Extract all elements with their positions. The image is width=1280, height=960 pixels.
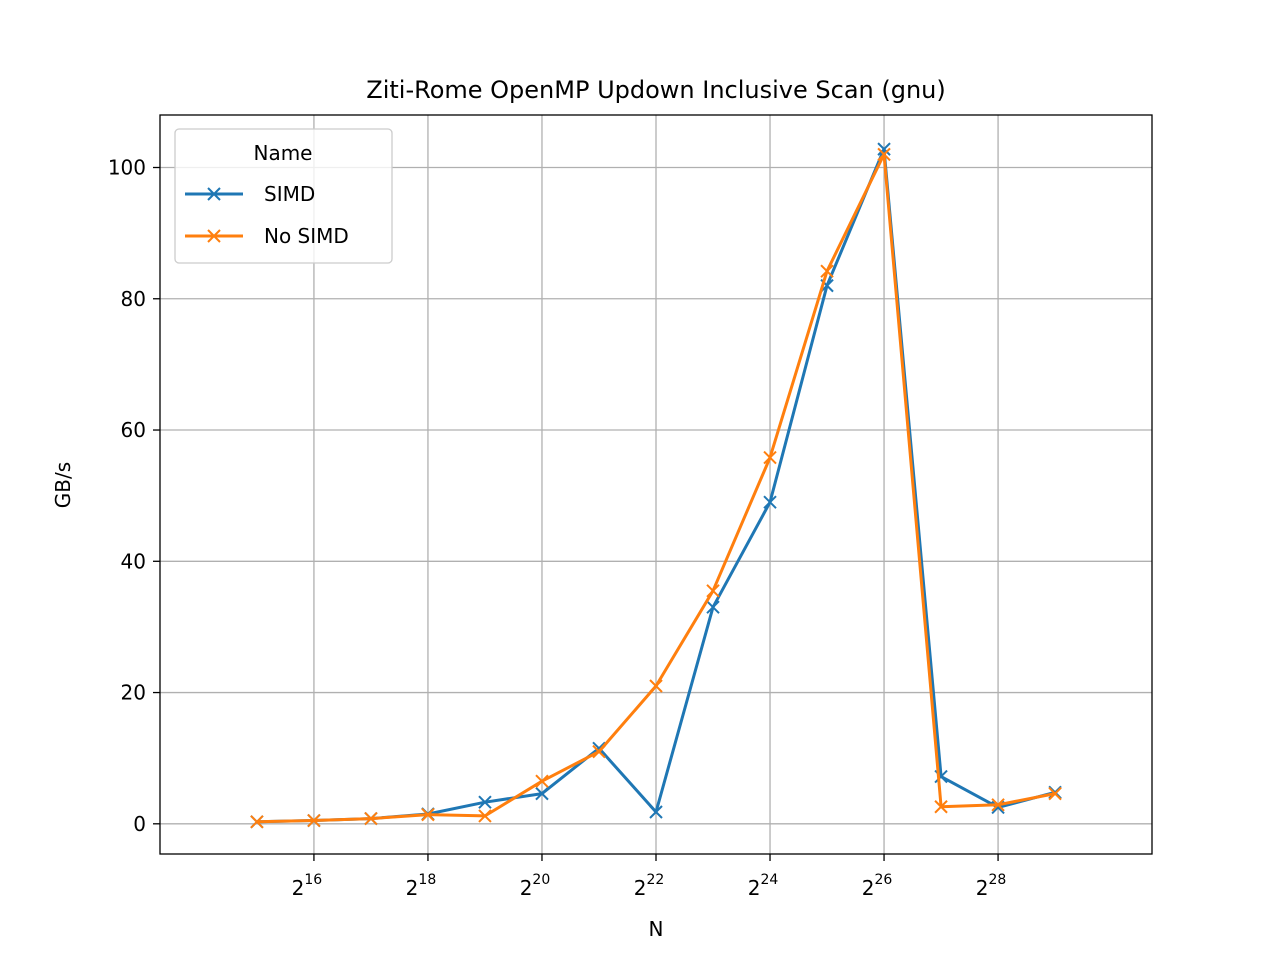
y-tick-label: 60	[121, 418, 146, 442]
data-point-no-simd	[1048, 786, 1062, 801]
x-tick-label: 216	[292, 872, 323, 900]
legend: Name SIMD No SIMD	[174, 128, 393, 264]
x-tick-label: 226	[862, 872, 893, 900]
marker-stroke	[934, 769, 948, 784]
data-point-simd	[649, 805, 663, 819]
x-tick-exponent: 20	[532, 872, 550, 888]
y-tick-label: 80	[121, 287, 146, 311]
data-point-no-simd	[250, 815, 264, 829]
x-tick-label: 218	[406, 872, 437, 900]
x-tick-base: 2	[406, 876, 419, 900]
y-tick-label: 20	[121, 681, 146, 705]
marker-stroke	[820, 278, 834, 293]
x-axis-label: N	[649, 917, 664, 941]
data-point-no-simd	[592, 744, 606, 759]
marker-stroke	[934, 800, 948, 814]
data-point-no-simd	[820, 264, 834, 278]
marker-stroke	[706, 600, 720, 614]
marker-stroke	[649, 805, 663, 819]
legend-label-simd: SIMD	[264, 182, 315, 206]
data-point-no-simd	[991, 798, 1005, 812]
data-point-no-simd	[364, 811, 378, 826]
marker-stroke	[207, 229, 221, 243]
data-point-no-simd	[535, 774, 549, 788]
x-tick-base: 2	[976, 876, 989, 900]
x-tick-exponent: 18	[418, 872, 436, 888]
marker-stroke	[877, 147, 891, 162]
marker-stroke	[250, 815, 264, 829]
x-tick-exponent: 16	[304, 872, 322, 888]
legend-title: Name	[253, 141, 312, 165]
x-tick-base: 2	[292, 876, 305, 900]
marker-stroke	[820, 264, 834, 278]
legend-marker-simd	[207, 187, 221, 201]
data-point-no-simd	[307, 813, 321, 828]
legend-label-no-simd: No SIMD	[264, 224, 349, 248]
marker-stroke	[763, 495, 777, 509]
marker-stroke	[991, 798, 1005, 812]
marker-stroke	[364, 811, 378, 826]
x-tick-exponent: 26	[874, 872, 892, 888]
x-tick-base: 2	[634, 876, 647, 900]
marker-stroke	[207, 187, 221, 201]
data-point-simd	[877, 142, 891, 156]
x-tick-base: 2	[520, 876, 533, 900]
marker-stroke	[649, 679, 663, 693]
marker-stroke	[1048, 786, 1062, 801]
marker-stroke	[421, 807, 435, 822]
data-point-simd	[535, 786, 549, 801]
x-tick-label: 222	[634, 872, 665, 900]
y-tick-label: 40	[121, 549, 146, 573]
series-no-simd	[250, 147, 1062, 829]
data-point-no-simd	[649, 679, 663, 693]
marker-stroke	[592, 744, 606, 759]
x-tick-base: 2	[862, 876, 875, 900]
x-tick-label: 228	[976, 872, 1007, 900]
marker-stroke	[877, 142, 891, 156]
marker-stroke	[478, 809, 492, 823]
marker-stroke	[478, 795, 492, 809]
legend-entry-simd: SIMD	[185, 182, 315, 206]
data-point-simd	[763, 495, 777, 509]
data-point-no-simd	[763, 450, 777, 465]
data-point-no-simd	[934, 800, 948, 814]
data-point-simd	[706, 600, 720, 614]
x-tick-exponent: 28	[989, 872, 1007, 888]
legend-entry-no-simd: No SIMD	[185, 224, 349, 248]
chart-title: Ziti-Rome OpenMP Updown Inclusive Scan (…	[366, 76, 946, 104]
data-point-no-simd	[706, 584, 720, 598]
marker-stroke	[706, 584, 720, 598]
y-axis-label: GB/s	[51, 462, 75, 508]
marker-stroke	[763, 450, 777, 465]
legend-entries: SIMD No SIMD	[185, 182, 349, 248]
grid-lines	[160, 115, 1152, 854]
x-tick-label: 220	[520, 872, 551, 900]
marker-stroke	[535, 774, 549, 788]
y-tick-label: 0	[133, 812, 146, 836]
x-tick-exponent: 24	[760, 872, 778, 888]
y-tick-label: 100	[108, 156, 146, 180]
data-point-no-simd	[877, 147, 891, 162]
data-point-simd	[478, 795, 492, 809]
marker-stroke	[307, 813, 321, 828]
legend-marker-no-simd	[207, 229, 221, 243]
x-tick-base: 2	[748, 876, 761, 900]
series-lines	[250, 142, 1062, 829]
marker-stroke	[535, 786, 549, 801]
data-point-no-simd	[478, 809, 492, 823]
data-point-no-simd	[421, 807, 435, 822]
legend-box	[174, 128, 393, 264]
x-tick-exponent: 22	[646, 872, 664, 888]
x-tick-label: 224	[748, 872, 779, 900]
